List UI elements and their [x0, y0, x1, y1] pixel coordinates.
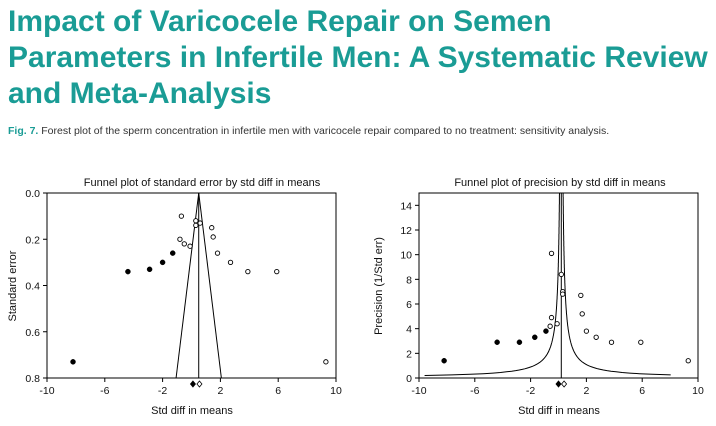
x-tick-label: 6: [639, 385, 645, 397]
y-tick-label: 10: [400, 250, 412, 262]
figure-caption-text: Forest plot of the sperm concentration i…: [41, 125, 610, 137]
y-tick-label: 2: [406, 348, 412, 360]
funnel-right-line: [198, 192, 222, 379]
imputed-study-point: [532, 334, 538, 341]
imputed-study-point: [159, 259, 166, 266]
funnel-lines: [424, 193, 671, 378]
observed-study-point: [209, 225, 215, 231]
plot-frame: [418, 192, 699, 379]
combined-effect-adjusted-diamond: [189, 380, 196, 388]
figure-caption: Fig. 7. Forest plot of the sperm concent…: [8, 125, 708, 137]
y-tick-label: 4: [406, 324, 412, 336]
imputed-study-point: [494, 339, 500, 345]
funnel-plot-precision: Funnel plot of precision by std diff in …: [373, 177, 704, 417]
observed-study-point: [177, 236, 183, 242]
y-tick-label: 0.4: [25, 281, 40, 293]
imputed-study-point: [516, 339, 523, 345]
chart-title: Funnel plot of precision by std diff in …: [454, 177, 666, 189]
data-points: [441, 250, 691, 364]
combined-effect-adjusted-diamond: [555, 380, 562, 388]
funnel-plot-standard-error: Funnel plot of standard error by std dif…: [7, 177, 342, 417]
x-ticks: -10 -6 -2 2 6 10: [39, 378, 342, 397]
observed-study-point: [608, 339, 615, 345]
observed-study-point: [210, 234, 216, 240]
observed-study-point: [593, 334, 599, 340]
observed-study-point: [578, 292, 584, 299]
x-tick-label: -2: [158, 385, 167, 397]
x-tick-label: 2: [217, 385, 223, 397]
x-tick-label: -10: [39, 385, 54, 397]
observed-study-point: [547, 323, 553, 329]
observed-study-point: [558, 271, 564, 278]
x-tick-label: -2: [526, 385, 535, 397]
funnel-lines: [175, 192, 222, 379]
chart-title: Funnel plot of standard error by std dif…: [84, 177, 321, 189]
observed-study-point: [214, 250, 221, 256]
figure-label: Fig. 7.: [8, 125, 39, 137]
x-tick-label: -6: [470, 385, 479, 397]
article-title: Impact of Varicocele Repair on Semen Par…: [8, 5, 708, 110]
x-tick-label: -6: [100, 385, 109, 397]
observed-study-point: [548, 314, 555, 321]
x-axis-label: Std diff in means: [151, 405, 233, 417]
observed-study-point: [193, 222, 199, 229]
imputed-study-point: [169, 250, 176, 256]
y-axis-label: Precision (1/Std err): [373, 237, 385, 335]
y-tick-label: 0: [406, 373, 412, 385]
x-tick-label: 10: [692, 385, 704, 397]
observed-study-point: [554, 321, 560, 327]
x-tick-label: 2: [583, 385, 589, 397]
observed-study-point: [579, 311, 585, 317]
observed-study-point: [178, 213, 185, 219]
x-axis-label: Std diff in means: [518, 405, 600, 417]
imputed-study-point: [146, 266, 153, 273]
observed-study-point: [227, 259, 234, 266]
data-points: [70, 213, 329, 365]
combined-effect-markers: [189, 380, 203, 388]
y-tick-label: 0.0: [25, 188, 40, 200]
combined-effect-observed-diamond: [561, 380, 568, 388]
imputed-study-point: [125, 268, 131, 275]
plot-frame: [46, 192, 337, 379]
observed-study-point: [187, 243, 193, 249]
y-ticks: 0.0 0.2 0.4 0.6 0.8: [25, 188, 47, 385]
y-tick-label: 14: [400, 200, 412, 212]
observed-study-point: [197, 220, 203, 226]
x-tick-label: 10: [330, 385, 342, 397]
y-tick-label: 8: [406, 274, 412, 286]
y-ticks: 0 2 4 6 8 10 12 14: [400, 200, 419, 385]
y-tick-label: 0.2: [25, 234, 40, 246]
observed-study-point: [245, 268, 251, 275]
imputed-study-point: [70, 359, 76, 365]
observed-study-point: [560, 291, 566, 297]
imputed-study-point: [441, 357, 447, 364]
y-tick-label: 12: [400, 225, 412, 237]
y-axis-label: Standard error: [7, 250, 19, 321]
y-tick-label: 0.6: [25, 327, 40, 339]
combined-effect-markers: [555, 380, 568, 388]
observed-study-point: [638, 339, 644, 345]
imputed-study-point: [543, 328, 549, 334]
x-tick-label: 6: [275, 385, 281, 397]
observed-study-point: [583, 328, 590, 334]
observed-study-point: [548, 250, 555, 257]
observed-study-point: [193, 218, 199, 224]
x-tick-label: -10: [411, 385, 426, 397]
observed-study-point: [274, 268, 280, 275]
observed-study-point: [685, 358, 691, 364]
funnel-left-curve: [424, 193, 560, 376]
observed-study-point: [323, 359, 329, 365]
observed-study-point: [181, 241, 187, 247]
x-ticks: -10 -6 -2 2 6 10: [411, 378, 704, 397]
y-tick-label: 0.8: [25, 373, 40, 385]
funnel-right-curve: [562, 193, 671, 376]
y-tick-label: 6: [406, 299, 412, 311]
combined-effect-observed-diamond: [196, 380, 203, 388]
